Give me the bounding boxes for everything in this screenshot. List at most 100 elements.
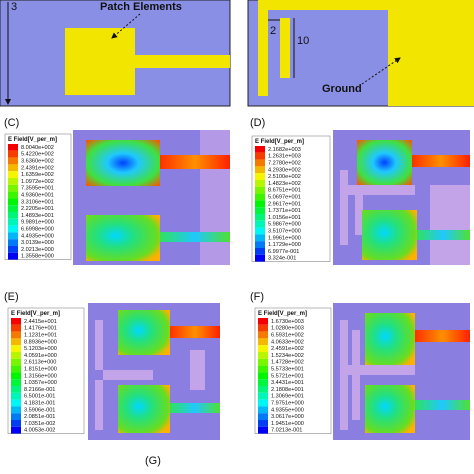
legend-level: 4.2930e+002 [268, 167, 301, 173]
legend-swatch [11, 399, 21, 407]
legend-level: 1.1231e+001 [24, 332, 57, 338]
legend-level: 2.4415e+001 [24, 319, 57, 325]
legend-swatch [8, 198, 18, 206]
legend-swatch [258, 399, 268, 407]
legend-level: 4.1831e-001 [24, 400, 55, 406]
dimension-label: 2 [270, 25, 276, 37]
legend-level: 4.0591e+000 [24, 353, 57, 359]
legend-level: 1.4823e+002 [268, 181, 301, 187]
legend-swatch [255, 234, 265, 242]
panel-label: (D) [250, 117, 265, 129]
legend-level: 1.2631e+003 [268, 154, 301, 160]
legend-swatch [11, 392, 21, 400]
legend-swatch [255, 166, 265, 174]
legend-level: 1.8151e+000 [24, 366, 57, 372]
legend-swatch [258, 338, 268, 346]
legend-swatch [8, 157, 18, 165]
legend-level: 3.0617e+000 [271, 414, 304, 420]
legend-level: 2.2205e+001 [21, 206, 54, 212]
legend-level: 1.9961e+000 [268, 235, 301, 241]
legend-swatch [8, 246, 18, 253]
legend-swatch [8, 218, 18, 226]
legend-level: 6.5931e+002 [271, 332, 304, 338]
legend-level: 3.5906e-001 [24, 407, 55, 413]
legend-level: 2.1808e+001 [271, 387, 304, 393]
legend-swatch [258, 352, 268, 359]
simulation-e [88, 303, 220, 440]
legend-level: 7.3595e+001 [21, 186, 54, 192]
panel-label: (E) [4, 291, 19, 303]
legend-level: 4.9360e+001 [21, 192, 54, 198]
legend-level: 5.4220e+002 [21, 152, 54, 158]
legend-level: 1.6359e+002 [21, 172, 54, 178]
legend-level: 2.1682e+003 [268, 147, 301, 153]
legend-level: 2.4591e+002 [271, 346, 304, 352]
legend-swatch [258, 392, 268, 400]
legend-swatch [258, 426, 268, 434]
legend-swatch [11, 406, 21, 414]
legend-swatch [255, 241, 265, 248]
legend-level: 1.4176e+001 [24, 326, 57, 332]
legend-level: 7.0213e-001 [271, 428, 302, 434]
legend-level: 1.1729e+000 [268, 242, 301, 248]
legend-swatch [255, 193, 265, 201]
legend-swatch [255, 220, 265, 228]
legend-swatch [255, 207, 265, 214]
legend-title: E Field[V_per_m] [11, 311, 60, 317]
legend-swatch [258, 372, 268, 380]
legend-level: 1.6730e+003 [271, 319, 304, 325]
simulation-f [333, 303, 470, 440]
legend-swatch [255, 254, 265, 262]
legend-swatch [11, 345, 21, 352]
legend-swatch [11, 386, 21, 393]
legend-swatch [255, 227, 265, 235]
ground-schematic: 2 10 Ground [247, 0, 474, 107]
legend-swatch [11, 331, 21, 339]
legend-level: 5.5733e+001 [271, 366, 304, 372]
legend-swatch [11, 318, 21, 325]
legend-swatch [11, 324, 21, 332]
legend-level: 1.3156e+000 [24, 373, 57, 379]
legend-swatch [255, 186, 265, 194]
legend-level: 7.0351e-002 [24, 421, 55, 427]
legend-swatch [11, 338, 21, 346]
legend-level: 1.0972e+002 [21, 179, 54, 185]
legend-swatch [258, 386, 268, 393]
legend-swatch [11, 413, 21, 420]
legend-swatch [255, 152, 265, 160]
legend-swatch [255, 146, 265, 153]
legend-level: 4.0633e+002 [271, 339, 304, 345]
legend-swatch [258, 406, 268, 414]
legend-swatch [8, 225, 18, 233]
legend-level: 3.324e-001 [268, 256, 296, 262]
legend-swatch [8, 239, 18, 246]
legend-level: 3.0139e+000 [21, 240, 54, 246]
legend-level: 1.4728e+002 [271, 360, 304, 366]
legend-level: 2.0213e+000 [21, 247, 54, 253]
legend-swatch [8, 252, 18, 260]
legend-swatch [8, 191, 18, 199]
legend-swatch [255, 180, 265, 187]
legend-swatch [8, 212, 18, 219]
annotation: Ground [322, 83, 362, 95]
legend-level: 8.2166e-001 [24, 387, 55, 393]
dimension-label: 10 [297, 35, 309, 47]
legend-title: E Field[V_per_m] [255, 139, 304, 145]
legend-level: 3.6360e+002 [21, 158, 54, 164]
legend-level: 1.4893e+001 [21, 213, 54, 219]
panel-label: (G) [145, 455, 161, 467]
legend-swatch [258, 413, 268, 420]
legend-swatch [258, 318, 268, 325]
legend-level: 7.9751e+000 [271, 400, 304, 406]
legend-swatch [255, 159, 265, 167]
legend-level: 1.3558e+000 [21, 254, 54, 260]
legend-swatch [258, 345, 268, 352]
simulation-d [333, 130, 470, 265]
legend-level: 5.5721e+001 [271, 373, 304, 379]
legend-level: 2.4391e+002 [21, 165, 54, 171]
legend-swatch [11, 426, 21, 434]
legend-swatch [258, 331, 268, 339]
legend-swatch [255, 214, 265, 221]
annotation: Patch Elements [100, 1, 182, 13]
